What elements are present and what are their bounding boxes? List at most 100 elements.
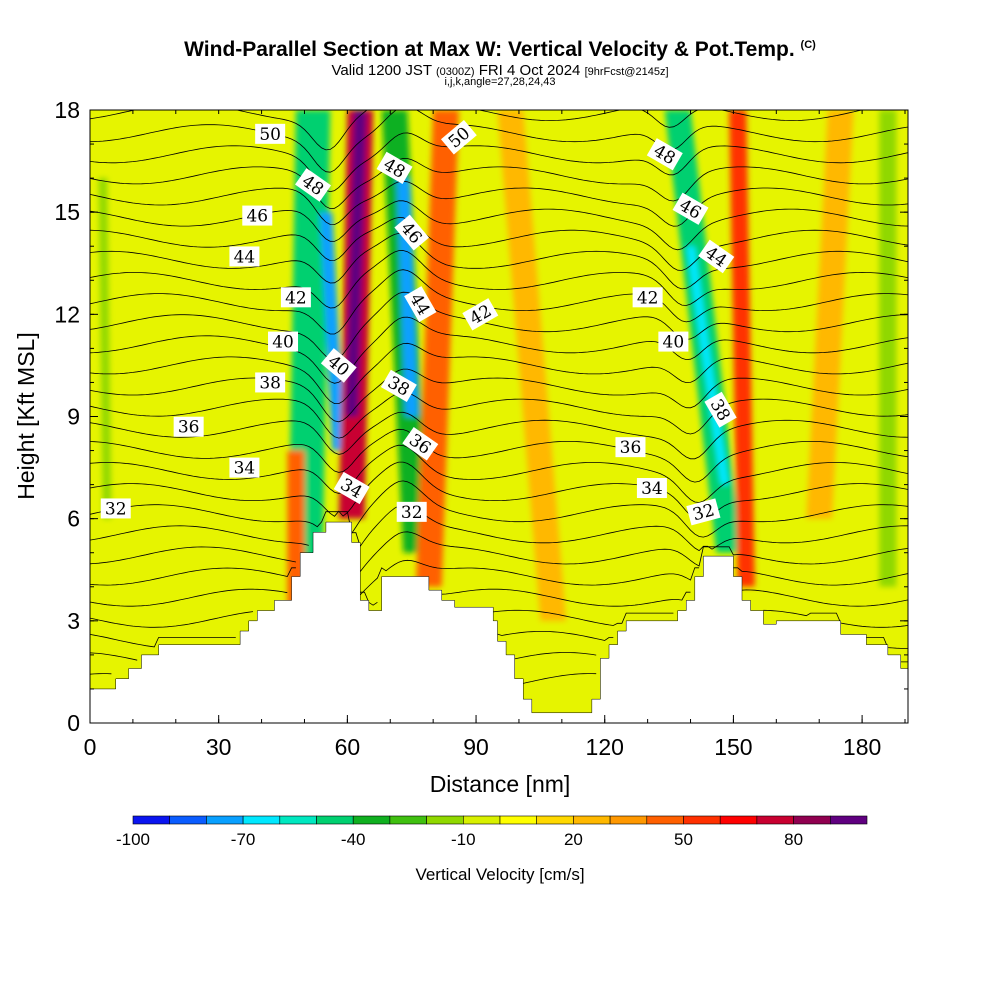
chart-subtitle: Valid 1200 JST (0300Z) FRI 4 Oct 2024 [9… (0, 62, 1000, 79)
valid-time: Valid 1200 JST (331, 62, 432, 79)
isentrope-line (90, 444, 908, 503)
isentrope-line (90, 110, 908, 173)
contour-label-text: 44 (234, 247, 256, 267)
contour-label-text: 40 (663, 333, 685, 353)
isentrope-line (90, 250, 908, 309)
contour-label: 40 (268, 331, 299, 353)
x-axis-label: Distance [nm] (430, 771, 571, 797)
isentrope-line (90, 411, 908, 460)
colorbar-tick-label: 80 (784, 830, 803, 849)
colorbar-swatch (132, 815, 171, 825)
colorbar-label: Vertical Velocity [cm/s] (415, 865, 584, 884)
contour-label: 34 (636, 478, 667, 499)
colorbar-tick-label: -100 (116, 830, 150, 849)
contour-label: 44 (229, 246, 260, 267)
x-tick-label: 30 (206, 734, 232, 760)
isentrope-line (90, 504, 908, 552)
isentrope-line (90, 480, 908, 538)
colorbar-tick-label: -70 (231, 830, 256, 849)
velocity-feature-4 (345, 110, 367, 417)
field-background (90, 110, 908, 723)
isentrope-line (90, 291, 908, 361)
contour-label: 38 (255, 372, 286, 393)
y-axis-label: Height [Kft MSL] (13, 332, 39, 499)
colorbar-swatch (793, 815, 831, 825)
contour-label-text: 38 (259, 373, 281, 393)
y-tick-label: 6 (67, 506, 80, 532)
isentrope-line (90, 200, 908, 251)
isentrope-line (90, 180, 908, 227)
velocity-feature-7 (415, 110, 459, 587)
x-tick-label: 180 (843, 734, 881, 760)
chart-title: Wind-Parallel Section at Max W: Vertical… (0, 38, 1000, 62)
y-tick-label: 18 (54, 97, 80, 123)
colorbar-swatch (462, 815, 501, 825)
contour-label-text: 36 (178, 418, 200, 438)
contour-label: 32 (100, 498, 131, 519)
colorbar-swatch (719, 815, 758, 825)
title-text: Wind-Parallel Section at Max W: Vertical… (184, 38, 795, 61)
x-tick-label: 150 (714, 734, 752, 760)
x-tick-label: 60 (335, 734, 361, 760)
velocity-feature-1 (319, 212, 346, 451)
colorbar-tick-label: -40 (341, 830, 366, 849)
contour-label-text: 42 (285, 288, 307, 308)
contour-label-text: 34 (641, 479, 663, 499)
colorbar-swatch (316, 815, 354, 825)
isentrope-line (90, 428, 908, 483)
isentrope-line (90, 132, 908, 193)
x-tick-label: 120 (586, 734, 624, 760)
contour-label: 48 (295, 168, 332, 202)
colorbar-swatch (169, 815, 207, 825)
terrain (90, 521, 908, 723)
colorbar-tick-label: 50 (674, 830, 693, 849)
colorbar-swatch (242, 815, 281, 825)
colorbar-swatch (756, 815, 794, 825)
colorbar: -100 -70 -40 -10 20 50 80 (116, 815, 868, 849)
colorbar-swatch (206, 815, 244, 825)
isentrope-line (90, 559, 908, 596)
colorbar-swatch (609, 815, 648, 825)
isentrope-line (90, 368, 908, 423)
contour-label-text: 34 (234, 459, 256, 479)
isentrope-line (90, 269, 908, 335)
colorbar-swatch (426, 815, 464, 825)
y-tick-label: 3 (67, 608, 80, 634)
colorbar-tick-label: 20 (564, 830, 583, 849)
isentrope-line (90, 217, 908, 271)
contour-label-text: 42 (637, 288, 659, 308)
isentrope-line (90, 110, 865, 151)
forecast-info: [9hrFcst@2145z] (584, 66, 669, 78)
contour-label: 36 (615, 437, 646, 458)
velocity-feature-12 (806, 110, 854, 519)
contour-label: 42 (632, 287, 663, 308)
isentrope-line (90, 531, 908, 572)
contour-label-text: 40 (272, 333, 294, 353)
colorbar-swatch (573, 815, 611, 825)
colorbar-swatch (536, 815, 574, 825)
isentrope-line (90, 673, 597, 684)
colorbar-swatch (389, 815, 427, 825)
contour-label: 46 (242, 205, 273, 227)
colorbar-swatch (829, 815, 868, 825)
contour-label-text: 46 (246, 207, 268, 227)
isentrope-line (90, 316, 908, 384)
contour-label-text: 32 (105, 499, 127, 519)
contour-label-text: 50 (259, 125, 281, 145)
isentrope-line (90, 461, 908, 521)
contour-label: 32 (396, 501, 427, 523)
copyright-mark: (C) (800, 39, 816, 51)
colorbar-swatch (352, 815, 391, 825)
colorbar-swatch (499, 815, 538, 825)
isentrope-line (90, 342, 908, 404)
contour-label: 32 (686, 498, 721, 526)
contour-label: 36 (173, 416, 204, 438)
contour-label-text: 36 (620, 438, 642, 458)
isentrope-line (90, 391, 908, 439)
y-tick-label: 12 (54, 301, 80, 327)
velocity-feature-14 (879, 110, 897, 587)
y-tick-label: 0 (67, 710, 80, 736)
contour-label: 34 (229, 457, 260, 479)
utc-time: (0300Z) (435, 66, 475, 78)
